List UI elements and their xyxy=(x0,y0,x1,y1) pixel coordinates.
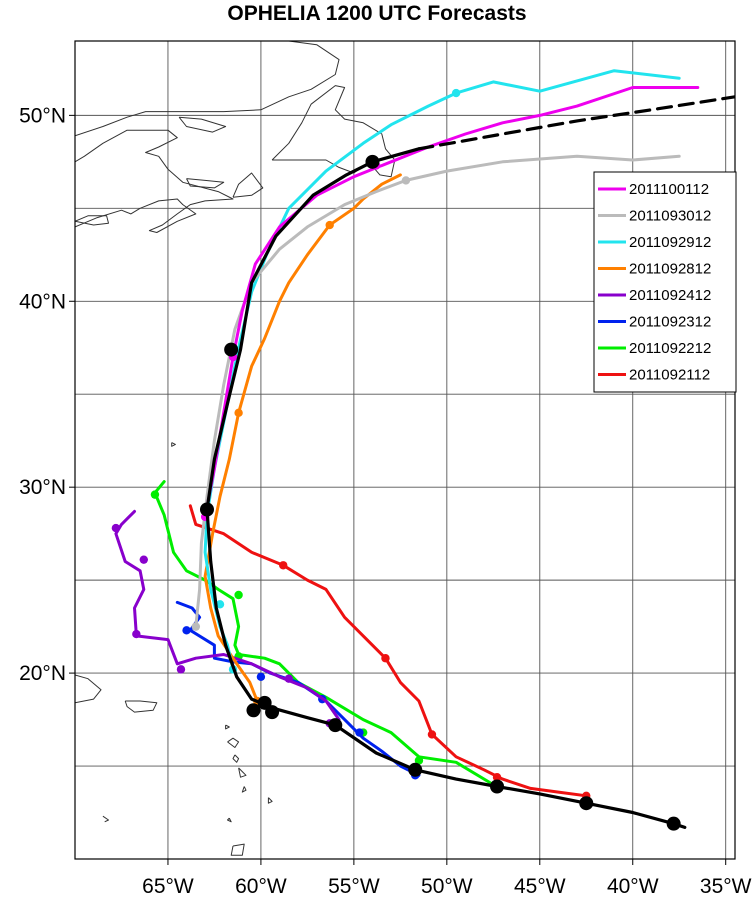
y-tick-label: 30°N xyxy=(19,476,66,499)
y-tick-label: 20°N xyxy=(19,662,66,685)
legend-label: 2011092212 xyxy=(629,340,711,357)
track-point xyxy=(284,674,294,683)
track-point xyxy=(150,490,160,499)
legend-label: 2011092312 xyxy=(629,314,711,331)
coastline xyxy=(238,767,247,778)
track-2011092312 xyxy=(175,600,421,780)
track-line xyxy=(205,147,687,830)
forecast-tracks xyxy=(111,69,735,831)
track-line xyxy=(417,95,735,151)
track-line xyxy=(188,504,588,798)
track-point xyxy=(408,762,423,777)
coastline xyxy=(232,754,240,763)
track-line xyxy=(114,509,341,722)
track-2011092112 xyxy=(188,504,591,800)
coastline xyxy=(267,797,273,804)
track-point xyxy=(666,816,681,831)
coastline xyxy=(75,129,234,233)
track-point xyxy=(381,654,390,663)
track-point xyxy=(401,176,411,185)
coastline xyxy=(75,215,109,226)
coastline xyxy=(171,442,176,447)
coastline xyxy=(230,843,245,856)
track-point xyxy=(427,730,437,739)
track-point xyxy=(451,88,461,98)
legend: 2011100112 2011093012 2011092912 2011092812… xyxy=(593,171,737,393)
track-line xyxy=(203,173,402,703)
y-tick-label: 50°N xyxy=(19,104,66,127)
legend-label: 2011093012 xyxy=(629,208,711,225)
coastline xyxy=(271,85,396,178)
track-2011092812 xyxy=(203,173,402,706)
x-tick-label: 35°W xyxy=(700,875,752,898)
legend-box xyxy=(593,171,737,393)
coastlines xyxy=(75,41,396,856)
x-tick-label: 40°W xyxy=(607,875,659,898)
track-point xyxy=(325,220,334,230)
track-point xyxy=(490,779,505,794)
coastline xyxy=(241,786,247,793)
x-tick-label: 55°W xyxy=(328,875,380,898)
track-point xyxy=(579,796,594,811)
track-2011092412 xyxy=(111,509,341,728)
track-point xyxy=(355,728,364,737)
x-tick-label: 65°W xyxy=(142,875,194,898)
track-point xyxy=(256,672,266,682)
track-line xyxy=(203,86,700,519)
track-point xyxy=(224,342,239,357)
track-point xyxy=(492,773,502,782)
track-point xyxy=(234,590,243,600)
track-point xyxy=(215,600,225,609)
legend-label: 2011092412 xyxy=(629,287,711,304)
x-tick-label: 60°W xyxy=(235,875,287,898)
coastline xyxy=(227,817,232,823)
track-point xyxy=(182,626,191,635)
grid-lines xyxy=(75,41,735,859)
track-line xyxy=(153,480,495,787)
track-best-track xyxy=(200,147,687,831)
track-point xyxy=(265,705,280,720)
coastline xyxy=(102,815,109,823)
track-point xyxy=(176,665,186,674)
coastline xyxy=(225,724,230,730)
track-point xyxy=(328,718,343,733)
plot-frame xyxy=(74,40,736,860)
axis-ticks: 65°W 60°W 55°W 50°W 45°W 40°W 35°W 20°N 30°N 40°N… xyxy=(19,104,752,898)
coastline xyxy=(124,700,158,713)
track-point xyxy=(139,555,148,564)
y-tick-label: 40°N xyxy=(19,290,66,313)
track-point xyxy=(132,629,141,639)
track-point xyxy=(234,408,243,418)
track-point xyxy=(246,703,261,718)
track-line xyxy=(175,600,421,777)
coastline xyxy=(186,178,225,189)
track-point xyxy=(200,502,214,517)
coastline xyxy=(178,116,227,133)
coastline xyxy=(227,737,240,748)
coastline xyxy=(232,172,264,198)
chart-title: OPHELIA 1200 UTC Forecasts xyxy=(227,2,527,25)
track-point xyxy=(257,695,272,710)
legend-label: 2011092112 xyxy=(629,367,710,384)
track-best-track-extrapolated xyxy=(417,95,735,151)
x-tick-label: 45°W xyxy=(514,875,566,898)
track-point xyxy=(279,561,288,570)
coastline xyxy=(75,674,102,704)
legend-label: 2011092812 xyxy=(629,261,711,278)
legend-label: 2011100112 xyxy=(629,181,709,198)
track-point xyxy=(414,756,424,765)
coastline xyxy=(75,41,340,137)
legend-label: 2011092912 xyxy=(629,234,711,251)
track-point xyxy=(191,622,201,631)
track-point xyxy=(111,523,121,533)
x-tick-label: 50°W xyxy=(421,875,473,898)
track-point xyxy=(365,154,380,169)
